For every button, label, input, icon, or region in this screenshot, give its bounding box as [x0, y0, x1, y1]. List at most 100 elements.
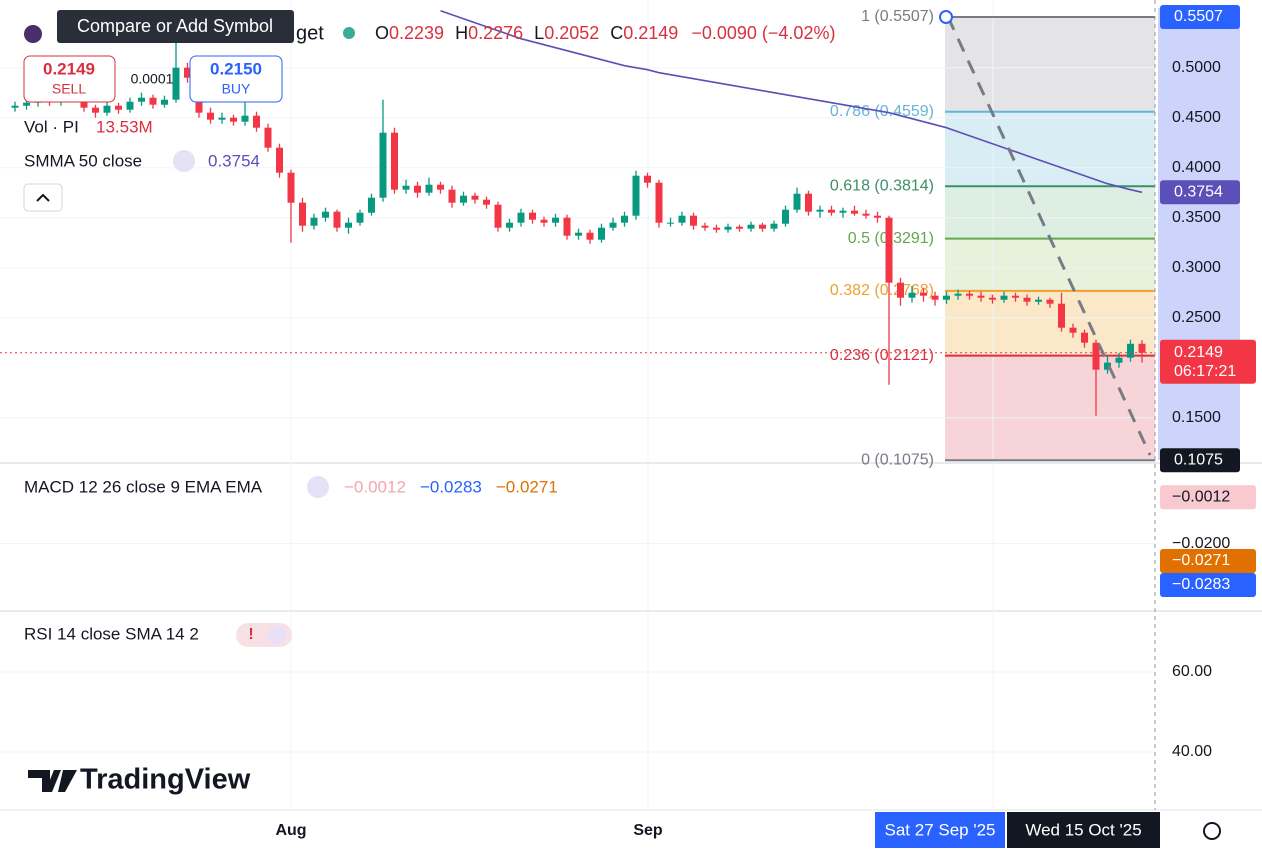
candle-body [874, 215, 881, 218]
candle-body [1104, 362, 1111, 370]
candle-body [92, 107, 99, 113]
y-tick-label: 0.4500 [1172, 109, 1221, 126]
candle-body [299, 202, 306, 226]
crosshair-date-box [1007, 812, 1160, 848]
rsi-title: RSI 14 close SMA 14 2 [24, 624, 199, 643]
candle-body [184, 67, 191, 78]
x-tick-label: Sep [633, 822, 663, 839]
fib-zone [945, 355, 1155, 461]
sell-button[interactable] [23, 55, 116, 103]
candle-body [448, 189, 456, 203]
candle-body [414, 185, 421, 193]
price-marker [1160, 180, 1240, 205]
candle-body [885, 217, 893, 283]
candle-body [322, 211, 329, 218]
countdown: 06:17:21 [1174, 363, 1236, 380]
candle-body [23, 102, 30, 106]
candle-body [954, 293, 962, 296]
candle-body [736, 226, 743, 229]
buy-button[interactable] [189, 55, 283, 103]
sell-price[interactable]: 0.2149 [43, 59, 95, 78]
macd-marker [1160, 485, 1256, 510]
sell-label[interactable]: SELL [52, 81, 86, 97]
macd-values: −0.0012 −0.0283 −0.0271 [344, 477, 558, 496]
candle-body [724, 226, 732, 230]
y-tick-label: 0.1500 [1172, 409, 1221, 426]
volume-label: Vol · PI [24, 117, 79, 136]
logo-mark [28, 770, 77, 792]
marks: 1 (0.5507)0.786 (0.4559)0.618 (0.3814)0.… [0, 8, 1155, 468]
macd-value: −0.0271 [496, 477, 558, 496]
fib-trend-line [946, 16, 1152, 456]
macd-value: −0.0283 [420, 477, 482, 496]
settings-icon[interactable] [173, 150, 195, 172]
y-tick-label: −0.0200 [1172, 535, 1230, 552]
candle-body [345, 222, 352, 228]
candle-body [632, 175, 640, 216]
ohlc: O0.2239 H0.2276 L0.2052 C0.2149 −0.0090 … [375, 23, 835, 43]
candle-body [1115, 357, 1123, 363]
candle-body [1081, 332, 1088, 343]
candle-body [333, 211, 341, 228]
y-tick-label: 0.3500 [1172, 209, 1221, 226]
price-axis: 0.5000 0.4500 0.4000 0.3500 0.3000 0.2500 0.15… [1160, 5, 1256, 760]
settings-icon[interactable] [268, 626, 286, 644]
settings-icon[interactable] [307, 476, 329, 498]
candle-body [264, 127, 272, 148]
y-tick-label: 0.4000 [1172, 159, 1221, 176]
collapse-button[interactable] [23, 183, 63, 212]
drawing-handle[interactable] [939, 10, 953, 24]
spread: 0.0001 [131, 71, 174, 87]
macd-marker-label: −0.0283 [1172, 576, 1230, 593]
candle-body [575, 232, 582, 236]
macd-value: −0.0012 [344, 477, 406, 496]
fib-zone [945, 238, 1155, 291]
candle-body [103, 105, 111, 113]
candle-body [655, 182, 663, 223]
buy-label[interactable]: BUY [222, 81, 251, 97]
buy-price[interactable]: 0.2150 [210, 59, 262, 78]
change: −0.0090 (−4.02%) [691, 23, 835, 43]
ohlc-key: O [375, 23, 389, 43]
axis-range-highlight [1158, 8, 1240, 460]
candle-body [241, 115, 249, 122]
candle-body [862, 213, 870, 216]
crosshair-date: Wed 15 Oct '25 [1025, 820, 1141, 839]
candle-body [552, 217, 559, 223]
price-marker-label: 0.5507 [1174, 8, 1223, 25]
macd-marker-label: −0.0012 [1172, 488, 1230, 505]
candle-body [759, 224, 766, 229]
logo-text: TradingView [80, 764, 251, 796]
candle-body [402, 185, 410, 190]
settings-gear[interactable] [1203, 822, 1221, 840]
candle-body [931, 295, 939, 300]
macd-title: MACD 12 26 close 9 EMA EMA [24, 477, 263, 496]
candle-body [989, 297, 996, 300]
candle-body [11, 105, 19, 108]
candle-body [379, 132, 387, 198]
crosshair-date-box [875, 812, 1005, 848]
candle-body [851, 210, 858, 214]
candle-body [425, 184, 433, 193]
candle-body [943, 295, 950, 300]
candle-body [1000, 295, 1008, 300]
candle-body [460, 195, 467, 203]
candle-body [598, 227, 605, 240]
crosshair-date: Sat 27 Sep '25 [885, 820, 996, 839]
candle-body [690, 215, 697, 226]
y-tick-label: 40.00 [1172, 743, 1212, 760]
candle-body [701, 225, 709, 228]
candle-body [839, 210, 847, 213]
y-tick-label: 0.5000 [1172, 59, 1221, 76]
macd-marker [1160, 573, 1256, 598]
price-marker-label: 0.3754 [1174, 184, 1223, 201]
fib-zone [945, 111, 1155, 187]
candle-body [172, 67, 180, 100]
candle-body [644, 175, 651, 183]
ohlc-key: L [534, 23, 544, 43]
ohlc-key: C [610, 23, 623, 43]
candle-body [805, 193, 812, 212]
candle-body [230, 117, 237, 122]
price-marker [1160, 5, 1240, 29]
